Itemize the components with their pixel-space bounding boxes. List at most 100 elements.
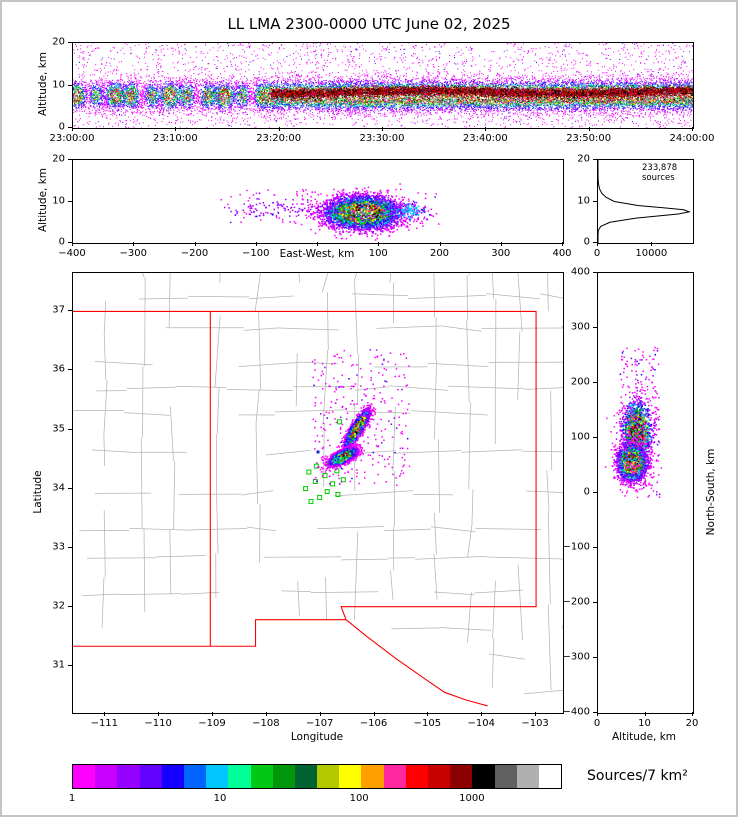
tick-mark xyxy=(72,127,73,131)
tick-label: 23:30:00 xyxy=(359,133,405,144)
tick-label: 0 xyxy=(593,248,601,259)
tick-mark xyxy=(175,127,177,131)
tick-mark xyxy=(593,547,597,548)
tick-mark xyxy=(692,127,693,131)
tick-mark xyxy=(68,200,72,202)
north-south-axis-label: North-South, km xyxy=(705,448,717,536)
tick-mark xyxy=(593,437,597,438)
latitude-axis-label: Latitude xyxy=(32,470,44,514)
colorbar-segment xyxy=(339,765,362,788)
tick-mark xyxy=(317,242,318,246)
tick-label: 31 xyxy=(52,659,65,671)
tick-mark xyxy=(481,712,483,716)
colorbar-segment xyxy=(117,765,140,788)
tick-label: −103 xyxy=(521,718,549,729)
tick-mark xyxy=(593,712,597,713)
tick-label: −200 xyxy=(180,248,209,259)
tick-label: −100 xyxy=(562,541,590,553)
colorbar-segment xyxy=(516,765,539,788)
tick-mark xyxy=(593,200,597,202)
tick-label: 0 xyxy=(58,121,65,133)
tick-mark xyxy=(194,242,196,246)
tick-mark xyxy=(68,487,72,489)
colorbar-label: Sources/7 km² xyxy=(587,768,688,784)
tick-label: 36 xyxy=(52,363,65,375)
plan-view-map-panel xyxy=(72,272,564,714)
colorbar-segment xyxy=(183,765,207,788)
tick-mark xyxy=(68,605,72,607)
tick-mark xyxy=(439,242,441,246)
tick-mark xyxy=(382,127,383,131)
altitude-axis-label: Altitude, km xyxy=(37,51,49,117)
tick-mark xyxy=(104,712,106,716)
tick-label: 0 xyxy=(58,236,65,248)
tick-mark xyxy=(68,159,72,160)
tick-label: 400 xyxy=(552,248,572,259)
tick-label: 20 xyxy=(52,36,65,48)
tick-mark xyxy=(68,428,72,430)
tick-label: −300 xyxy=(119,248,147,259)
tick-label: 33 xyxy=(52,541,65,553)
tick-label: 300 xyxy=(570,321,590,333)
tick-label: −107 xyxy=(305,718,334,729)
tick-label: 10000 xyxy=(635,248,668,259)
colorbar xyxy=(72,764,562,789)
tick-mark xyxy=(485,127,487,131)
tick-mark xyxy=(692,712,693,716)
tick-mark xyxy=(158,712,160,716)
colorbar-segment xyxy=(494,765,517,788)
tick-mark xyxy=(68,310,72,312)
tick-mark xyxy=(593,382,597,383)
tick-label: 1 xyxy=(68,793,76,804)
tick-label: 32 xyxy=(52,600,65,612)
colorbar-segment xyxy=(73,765,96,788)
tick-label: −105 xyxy=(413,718,442,729)
tick-mark xyxy=(593,602,597,603)
tick-mark xyxy=(500,242,502,246)
colorbar-segment xyxy=(250,765,273,788)
time-altitude-scatter-canvas xyxy=(73,43,693,128)
tick-label: −108 xyxy=(252,718,280,729)
tick-mark xyxy=(593,159,597,160)
tick-mark xyxy=(212,712,213,716)
tick-mark xyxy=(72,242,73,246)
tick-label: 35 xyxy=(52,423,65,434)
north-south-altitude-panel xyxy=(597,272,694,714)
colorbar-segment xyxy=(317,765,340,788)
ns-altitude-axis-label: Altitude, km xyxy=(611,731,677,743)
tick-mark xyxy=(644,712,646,716)
longitude-axis-label: Longitude xyxy=(290,731,344,743)
tick-mark xyxy=(427,712,429,716)
colorbar-segment xyxy=(472,765,495,788)
tick-label: −106 xyxy=(359,718,388,729)
tick-mark xyxy=(319,712,321,716)
tick-mark xyxy=(593,492,597,493)
tick-mark xyxy=(373,712,375,716)
tick-label: 10 xyxy=(52,79,65,90)
east-west-altitude-panel xyxy=(72,159,564,244)
colorbar-segment xyxy=(538,765,562,788)
tick-mark xyxy=(593,327,597,328)
tick-label: −110 xyxy=(144,718,172,729)
colorbar-segment xyxy=(161,765,184,788)
plan-view-map-canvas xyxy=(73,273,563,713)
tick-mark xyxy=(535,712,537,716)
tick-label: 20 xyxy=(685,718,699,729)
colorbar-segment xyxy=(228,765,251,788)
tick-label: 34 xyxy=(52,482,65,494)
tick-label: −200 xyxy=(562,596,590,608)
time-altitude-panel xyxy=(72,42,694,129)
colorbar-segment xyxy=(206,765,229,788)
east-west-axis-label: East-West, km xyxy=(279,248,355,260)
tick-mark xyxy=(278,127,280,131)
colorbar-segment xyxy=(95,765,118,788)
tick-label: 23:20:00 xyxy=(256,133,302,144)
colorbar-segment xyxy=(272,765,295,788)
source-histogram-panel xyxy=(597,159,694,244)
colorbar-segment xyxy=(405,765,428,788)
tick-label: 100 xyxy=(570,431,590,443)
colorbar-segment xyxy=(361,765,384,788)
tick-mark xyxy=(68,84,72,86)
tick-label: 23:10:00 xyxy=(152,133,198,144)
